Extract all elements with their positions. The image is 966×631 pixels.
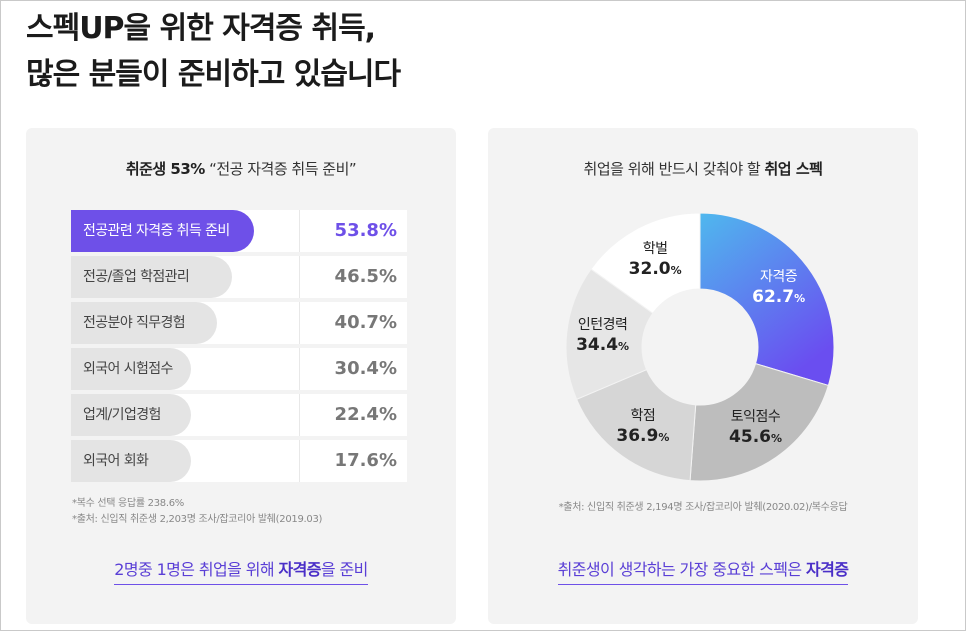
bar-value-label: 40.7% (334, 312, 397, 333)
donut-slice-unit: % (670, 263, 682, 277)
bar-value-label: 30.4% (334, 358, 397, 379)
donut-slice-name: 자격증 (760, 269, 798, 286)
bar-row: 외국어 시험점수 30.4% (71, 348, 407, 390)
page-headline: 스펙UP을 위한 자격증 취득, 많은 분들이 준비하고 있습니다 (26, 6, 401, 98)
donut-chart: 자격증 62.7% 토익점수 45.6% 학점 36.9% 인턴경력 34.4% 학벌 32.0% (563, 210, 837, 484)
donut-slice-value: 45.6% (729, 426, 783, 447)
bar-value-label: 22.4% (334, 404, 397, 425)
bar-chart-notes: *복수 선택 응답률 238.6% *출처: 신입직 취준생 2,203명 조사… (72, 496, 322, 528)
bar-row: 업계/기업경험 22.4% (71, 394, 407, 436)
bar-row: 전공분야 직무경험 40.7% (71, 302, 407, 344)
bar-divider (299, 440, 300, 482)
donut-slice-value: 32.0% (628, 258, 682, 279)
donut-chart-title: 취업을 위해 반드시 갖춰야 할 취업 스펙 (488, 158, 918, 179)
bar-divider (299, 302, 300, 344)
donut-slice-value: 34.4% (576, 335, 630, 356)
summary-bold: 자격증 (278, 560, 321, 579)
bar-divider (299, 256, 300, 298)
bar-chart-note-1: *복수 선택 응답률 238.6% (72, 498, 184, 509)
donut-slice-label: 자격증 62.7% (739, 268, 819, 310)
donut-chart-summary: 취준생이 생각하는 가장 중요한 스펙은 자격증 (488, 556, 918, 585)
bar-chart-summary: 2명중 1명은 취업을 위해 자격증을 준비 (26, 556, 456, 585)
donut-slice-label: 인턴경력 34.4% (563, 316, 643, 358)
bar-chart-title-bold: 취준생 53% (125, 160, 206, 178)
donut-chart-card: 취업을 위해 반드시 갖춰야 할 취업 스펙 자격증 62.7% 토익점수 45.6%… (488, 128, 918, 624)
donut-slice (565, 268, 654, 400)
bar-category-label: 전공/졸업 학점관리 (83, 269, 190, 285)
bar-row: 외국어 회화 17.6% (71, 440, 407, 482)
bar-category-label: 전공관련 자격증 취득 준비 (83, 223, 230, 239)
donut-slice (575, 368, 697, 482)
summary-pre: 2명중 1명은 취업을 위해 (114, 560, 279, 579)
bar-value-label: 46.5% (334, 266, 397, 287)
bar-divider (299, 348, 300, 390)
donut-slice (590, 212, 701, 314)
bar (71, 210, 254, 252)
donut-slice-name: 인턴경력 (577, 317, 628, 334)
donut-slice-name: 학점 (630, 407, 656, 424)
headline-line-2: 많은 분들이 준비하고 있습니다 (26, 57, 401, 92)
bar-category-label: 전공분야 직무경험 (83, 315, 186, 331)
donut-svg (565, 212, 835, 482)
donut-slice-label: 학벌 32.0% (615, 240, 695, 282)
donut-slice (699, 212, 835, 387)
bar-divider (299, 394, 300, 436)
donut-summary-bold: 자격증 (805, 560, 849, 579)
donut-slice (689, 363, 829, 482)
bar (71, 394, 191, 436)
bar-chart-title-rest: “전공 자격증 취득 준비” (204, 160, 357, 178)
bar-category-label: 외국어 시험점수 (83, 361, 173, 377)
donut-slice-unit: % (771, 431, 783, 445)
donut-slice-name: 토익점수 (730, 408, 781, 425)
donut-slice-value: 62.7% (752, 287, 806, 308)
bar-row: 전공/졸업 학점관리 46.5% (71, 256, 407, 298)
donut-title-pre: 취업을 위해 반드시 갖춰야 할 (583, 160, 765, 178)
bar (71, 256, 232, 298)
bar-value-label: 17.6% (334, 450, 397, 471)
bar (71, 302, 217, 344)
summary-post: 을 준비 (320, 560, 368, 579)
bar-chart-title: 취준생 53% “전공 자격증 취득 준비” (26, 158, 456, 179)
bar-chart: 전공관련 자격증 취득 준비 53.8% 전공/졸업 학점관리 46.5% 전공분야 직… (71, 210, 407, 486)
bar-category-label: 업계/기업경험 (83, 407, 161, 423)
donut-chart-note: *출처: 신입직 취준생 2,194명 조사/잡코리아 발췌(2020.02)/… (558, 502, 848, 513)
donut-slice-label: 학점 36.9% (603, 407, 683, 449)
bar-value-label: 53.8% (334, 220, 397, 241)
donut-summary-pre: 취준생이 생각하는 가장 중요한 스펙은 (557, 560, 806, 579)
headline-line-1: 스펙UP을 위한 자격증 취득, (26, 11, 376, 46)
bar-divider (299, 210, 300, 252)
donut-slice-unit: % (658, 430, 670, 444)
bar (71, 348, 191, 390)
donut-slice-value: 36.9% (616, 425, 670, 446)
bar (71, 440, 191, 482)
donut-slice-label: 토익점수 45.6% (716, 408, 796, 450)
bar-chart-card: 취준생 53% “전공 자격증 취득 준비” 전공관련 자격증 취득 준비 53.… (26, 128, 456, 624)
bar-chart-note-2: *출처: 신입직 취준생 2,203명 조사/잡코리아 발췌(2019.03) (72, 514, 323, 525)
donut-slice-unit: % (794, 292, 806, 306)
bar-category-label: 외국어 회화 (83, 453, 149, 469)
donut-slice-name: 학벌 (642, 240, 668, 257)
donut-title-bold: 취업 스펙 (764, 160, 823, 178)
donut-slice-unit: % (618, 340, 630, 354)
bar-row: 전공관련 자격증 취득 준비 53.8% (71, 210, 407, 252)
